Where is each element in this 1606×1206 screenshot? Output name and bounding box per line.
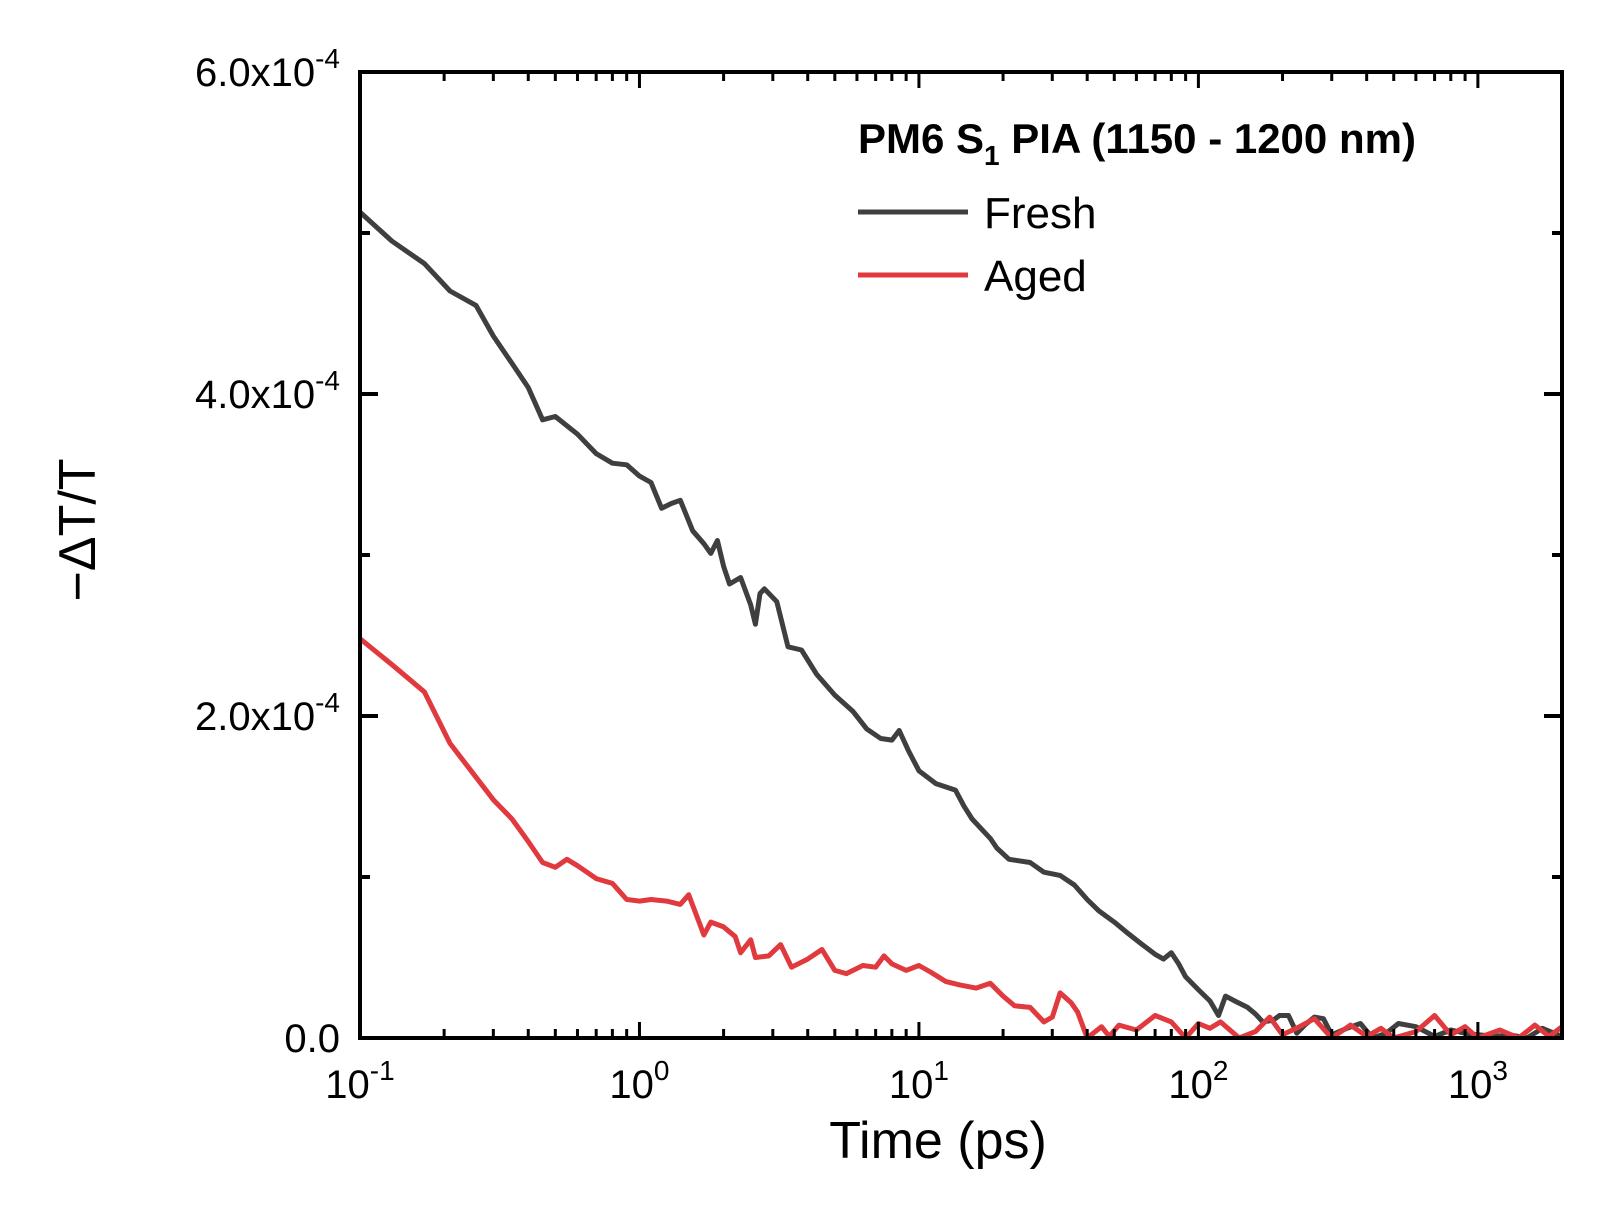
legend-title-subscript: 1 [984, 140, 1000, 171]
y-tick-label: 0.0 [284, 1017, 340, 1061]
labels-layer: 10-1 100 101 102 103 0.0 2.0x10-4 4.0x10-4 6.0x1… [195, 43, 1508, 1107]
x-tick-label: 103 [1448, 1055, 1508, 1107]
legend-title: PM6 S1 PIA (1150 - 1200 nm) [858, 115, 1416, 171]
x-tick-label: 101 [889, 1055, 949, 1107]
y-tick-label: 6.0x10-4 [195, 43, 340, 95]
legend-label-fresh: Fresh [984, 189, 1096, 238]
legend-label-aged: Aged [984, 252, 1087, 301]
x-tick-label: 10-1 [325, 1055, 394, 1107]
legend-title-main: PM6 S [858, 115, 984, 162]
x-tick-label: 102 [1168, 1055, 1228, 1107]
ticks-layer [358, 70, 1564, 1040]
plot-frame [358, 70, 1564, 1040]
y-axis-title: −ΔT/T [49, 458, 107, 601]
legend-title-rest: PIA (1150 - 1200 nm) [1000, 115, 1416, 162]
x-tick-label: 100 [609, 1055, 669, 1107]
series-line-fresh [360, 210, 1562, 1038]
series-line-aged [360, 636, 1562, 1038]
series-layer [360, 210, 1562, 1038]
x-axis-title: Time (ps) [829, 1112, 1047, 1170]
legend: PM6 S1 PIA (1150 - 1200 nm) Fresh Aged [858, 115, 1416, 301]
y-tick-label: 2.0x10-4 [195, 687, 340, 739]
y-tick-label: 4.0x10-4 [195, 365, 340, 417]
